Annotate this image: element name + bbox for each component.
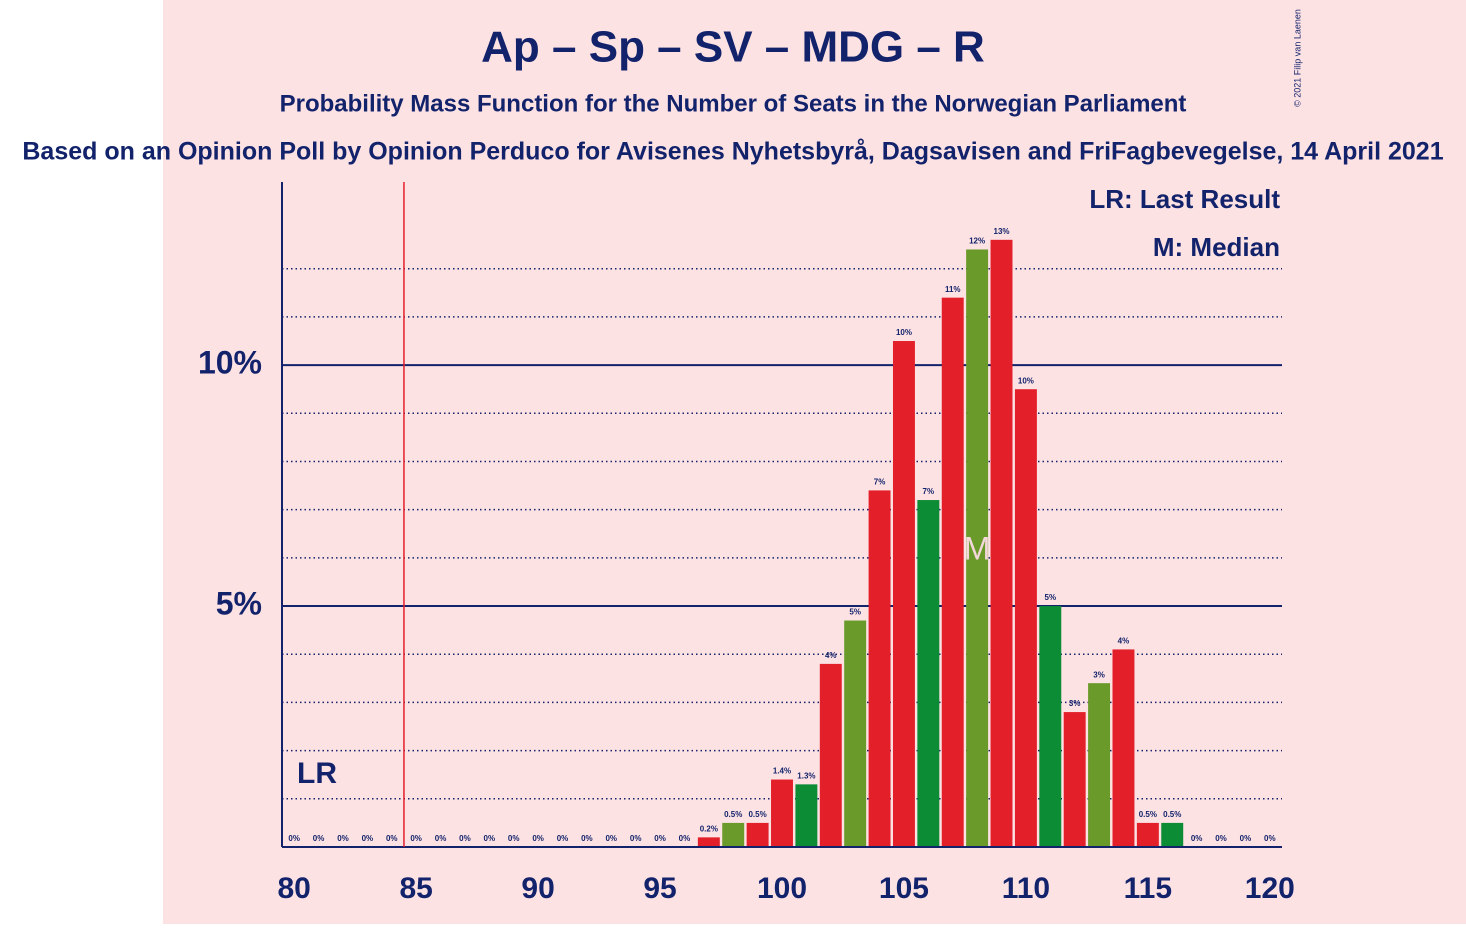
data-label: 5% [1045,593,1057,602]
median-label: M [964,530,991,566]
data-label: 0% [1215,834,1227,843]
data-label: 0% [386,834,398,843]
bar [868,490,891,847]
data-label: 0.5% [724,810,742,819]
x-tick-label: 120 [1245,872,1295,905]
data-label: 0% [557,834,569,843]
x-tick-label: 85 [399,872,432,905]
data-label: 13% [994,227,1010,236]
bar [966,249,989,848]
data-label: 0% [337,834,349,843]
data-label: 0% [410,834,422,843]
chart-source: Based on an Opinion Poll by Opinion Perd… [22,138,1443,166]
bar [795,784,818,847]
legend-entry: LR: Last Result [1089,184,1280,214]
data-label: 0% [484,834,496,843]
data-label: 0% [605,834,617,843]
data-label: 7% [923,487,935,496]
x-tick-label: 115 [1124,872,1172,905]
data-label: 10% [896,328,912,337]
data-label: 4% [1118,637,1130,646]
x-tick-label: 80 [278,872,311,905]
data-label: 3% [1069,699,1081,708]
data-label: 0% [1240,834,1252,843]
last-result-label: LR [297,757,337,790]
data-label: 0% [581,834,593,843]
data-label: 11% [945,285,961,294]
data-label: 0% [630,834,642,843]
x-tick-label: 110 [1002,872,1050,905]
chart-title: Ap – Sp – SV – MDG – R [481,23,985,72]
data-label: 0.5% [1163,810,1181,819]
data-label: 0% [679,834,691,843]
bar [697,837,720,847]
data-label: 0% [435,834,447,843]
legend-entry: M: Median [1153,232,1280,262]
bar [1136,822,1159,847]
data-label: 1.3% [797,771,815,780]
data-label: 0% [313,834,325,843]
bar [722,822,745,847]
bar [1088,683,1111,847]
x-tick-label: 105 [879,872,929,905]
data-label: 0.5% [1139,810,1157,819]
data-label: 10% [1018,376,1034,385]
bar [1039,606,1062,847]
x-tick-label: 100 [757,872,807,905]
x-tick-label: 95 [643,872,676,905]
bar [892,341,915,847]
data-label: 1.4% [773,767,791,776]
bar [819,663,842,847]
y-tick-label: 10% [198,345,262,381]
bar [844,620,867,847]
data-label: 0% [362,834,374,843]
data-label: 0% [459,834,471,843]
data-label: 4% [825,651,837,660]
data-label: 5% [849,608,861,617]
bar [1161,822,1184,847]
x-tick-label: 90 [521,872,554,905]
data-label: 3% [1093,670,1105,679]
bar [1063,712,1086,847]
bar [1014,389,1037,847]
copyright: © 2021 Filip van Laenen [1292,9,1302,107]
bar [917,500,940,847]
y-tick-label: 5% [216,586,262,622]
data-label: 0.5% [748,810,766,819]
chart-subtitle: Probability Mass Function for the Number… [280,90,1187,117]
bar [771,779,793,847]
bar [746,822,769,847]
data-label: 0% [1264,834,1276,843]
bar [1112,649,1135,847]
data-label: 0% [532,834,544,843]
data-label: 0% [508,834,520,843]
data-label: 7% [874,478,886,487]
data-label: 0% [288,834,300,843]
bar [941,297,964,847]
data-label: 0% [654,834,666,843]
data-label: 0.2% [700,824,718,833]
data-label: 12% [969,237,985,246]
data-label: 0% [1191,834,1203,843]
bar [990,239,1013,848]
